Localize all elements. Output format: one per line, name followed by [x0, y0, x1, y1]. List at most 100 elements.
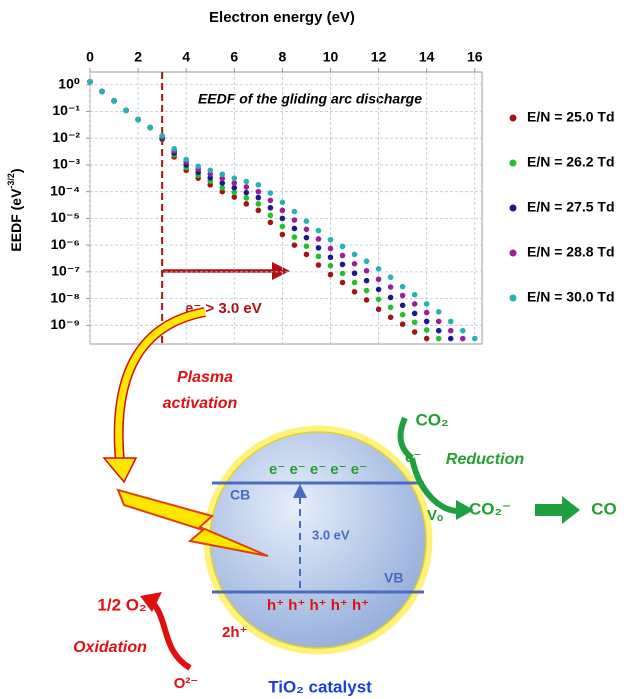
legend-label: E/N = 25.0 Td	[527, 109, 615, 125]
data-point	[364, 297, 370, 303]
data-point	[280, 216, 286, 222]
data-point	[340, 280, 346, 286]
x-tick-label: 16	[467, 49, 483, 65]
data-point	[280, 200, 286, 206]
x-tick-label: 4	[182, 49, 190, 65]
data-point	[292, 234, 298, 240]
data-point	[316, 245, 322, 251]
data-point	[280, 232, 286, 238]
data-point	[340, 253, 346, 259]
plot-annotation: EEDF of the gliding arc discharge	[198, 91, 422, 107]
x-tick-label: 10	[323, 49, 339, 65]
data-point	[424, 319, 430, 325]
y-tick-label: 10⁻²	[52, 129, 80, 145]
data-point	[340, 262, 346, 268]
x-tick-label: 0	[86, 49, 94, 65]
oxidation-label: Oxidation	[73, 639, 147, 656]
data-point	[400, 312, 406, 318]
data-point	[352, 280, 358, 286]
x-axis-title: Electron energy (eV)	[209, 9, 355, 26]
data-point	[244, 201, 250, 207]
data-point	[448, 328, 454, 334]
data-point	[364, 268, 370, 274]
co2-anion-label: CO₂⁻	[469, 499, 511, 518]
data-point	[352, 289, 358, 295]
data-point	[183, 157, 189, 163]
data-point	[231, 175, 237, 181]
plasma-arrow-outline	[119, 312, 205, 462]
x-tick-label: 2	[134, 49, 142, 65]
y-axis-title-end: )	[8, 168, 24, 173]
data-point	[244, 190, 250, 196]
data-point	[316, 254, 322, 260]
electrons: e⁻ e⁻ e⁻ e⁻ e⁻	[269, 461, 367, 478]
data-point	[268, 198, 274, 204]
y-axis-title-main: EEDF (eV	[8, 188, 24, 252]
data-point	[280, 208, 286, 214]
data-point	[244, 184, 250, 190]
data-point	[388, 314, 394, 320]
data-point	[268, 220, 274, 226]
x-tick-label: 8	[278, 49, 286, 65]
data-point	[135, 117, 141, 123]
y-tick-label: 10⁻⁷	[51, 263, 80, 279]
data-point	[256, 189, 262, 195]
data-point	[304, 243, 310, 249]
data-point	[328, 246, 334, 252]
data-point	[328, 255, 334, 261]
data-point	[340, 271, 346, 277]
holes: h⁺ h⁺ h⁺ h⁺ h⁺	[267, 597, 369, 614]
legend-marker	[510, 295, 517, 302]
data-point	[328, 263, 334, 269]
legend-label: E/N = 30.0 Td	[527, 289, 615, 305]
data-point	[352, 252, 358, 258]
reduction-label: Reduction	[446, 451, 524, 468]
data-point	[388, 305, 394, 311]
data-point	[376, 287, 382, 293]
co2-label: CO₂	[415, 410, 448, 429]
data-point	[412, 319, 418, 325]
data-point	[268, 190, 274, 196]
data-point	[436, 336, 442, 342]
catalyst-label: TiO₂ catalyst	[268, 677, 372, 696]
data-point	[424, 336, 430, 342]
y-tick-label: 10⁻¹	[52, 102, 80, 118]
data-point	[448, 336, 454, 342]
electron-label: e⁻	[405, 449, 421, 466]
oxidation-arrow	[150, 600, 190, 668]
data-point	[304, 218, 310, 224]
legend-marker	[510, 115, 517, 122]
co-label: CO	[591, 499, 617, 518]
data-point	[304, 227, 310, 233]
plasma-arrowhead	[104, 458, 136, 482]
data-point	[292, 217, 298, 223]
data-point	[111, 98, 117, 104]
data-point	[304, 235, 310, 241]
data-point	[292, 209, 298, 215]
data-point	[364, 258, 370, 264]
oxide-label: O²⁻	[174, 675, 199, 692]
data-point	[376, 276, 382, 282]
data-point	[352, 270, 358, 276]
data-point	[388, 295, 394, 301]
data-point	[244, 179, 250, 185]
legend-marker	[510, 205, 517, 212]
data-point	[195, 163, 201, 169]
data-point	[159, 133, 165, 139]
data-point	[400, 321, 406, 327]
y-tick-label: 10⁻⁸	[50, 289, 80, 305]
half-o2-label: 1/2 O₂	[97, 595, 146, 614]
y-tick-label: 10⁻⁴	[50, 182, 80, 198]
data-point	[400, 303, 406, 309]
data-point	[364, 288, 370, 294]
y-tick-label: 10⁻⁵	[50, 209, 80, 225]
data-point	[99, 89, 105, 95]
cb-label: CB	[230, 487, 250, 503]
data-point	[304, 252, 310, 258]
data-point	[472, 336, 478, 342]
data-point	[280, 224, 286, 230]
data-point	[316, 228, 322, 234]
vacancy-label: Vₒ	[427, 507, 443, 524]
data-point	[412, 329, 418, 335]
data-point	[256, 201, 262, 207]
